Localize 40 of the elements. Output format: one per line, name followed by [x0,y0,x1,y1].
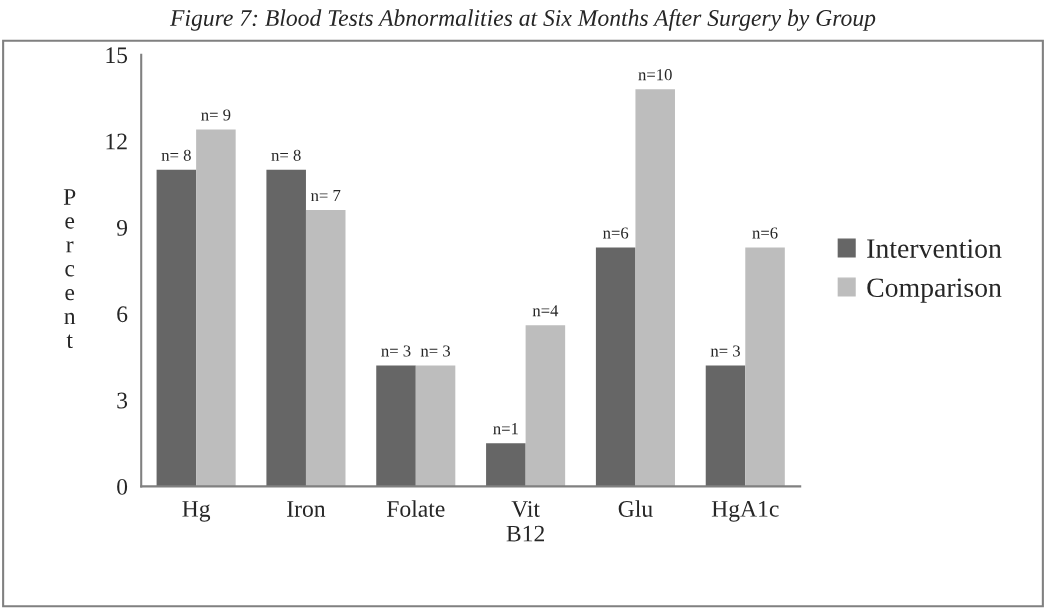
annotation: n=6 [603,227,629,239]
legend-label: Comparison [867,278,1002,303]
y-tick-label: 15 [106,47,128,64]
annotation: n= 8 [161,149,191,161]
x-tick-label: Glu [618,500,653,517]
x-tick-label: Hg [182,501,211,522]
annotation: n=1 [493,423,518,435]
bar [635,89,675,487]
annotation: n= 9 [201,109,231,121]
annotation: n= 8 [271,149,301,161]
bar [745,247,785,487]
bar [595,247,636,487]
bar [196,129,236,487]
bar [486,443,526,487]
y-tick-label: 12 [106,133,127,150]
annotation: n=4 [532,305,559,317]
bar [305,210,346,487]
y-tick-label: 0 [117,478,128,495]
annotation: n= 3 [420,345,451,357]
bar [705,365,746,487]
chart-title: Figure 7: Blood Tests Abnormalities at Six Months After Surgery by Group [169,9,876,31]
bar [525,325,566,487]
annotation: n=10 [638,69,672,81]
bar [376,365,416,487]
y-tick-label: 3 [117,392,128,409]
bar [266,169,306,487]
x-tick-label: HgA1c [711,501,779,522]
annotation: n=6 [752,227,778,239]
x-tick-label: Vit B12 [506,501,544,542]
annotation: n= 3 [710,345,740,357]
y-tick-label: 6 [117,306,128,323]
legend-label: Intervention [867,239,1002,258]
annotation: n= 7 [310,190,341,202]
bar [415,365,456,487]
x-tick-label: Iron [287,501,326,517]
y-axis-title: Percent [63,189,76,349]
annotation: n= 3 [381,345,411,357]
y-tick-label: 9 [116,219,128,236]
x-tick-label: Folate [386,500,445,517]
bar [156,169,197,487]
